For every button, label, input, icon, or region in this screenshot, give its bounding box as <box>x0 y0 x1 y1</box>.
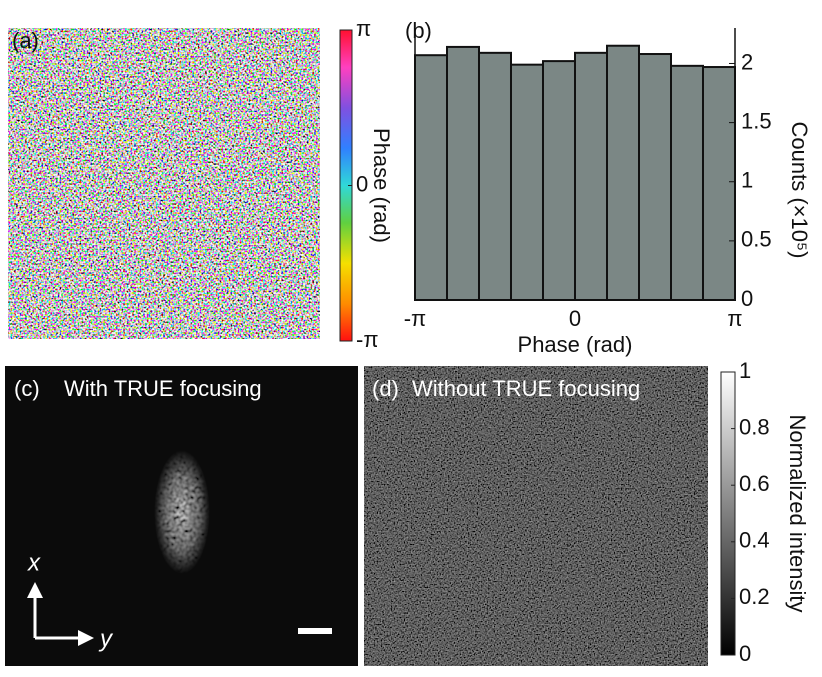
colorbar-tick-label: π <box>356 16 371 41</box>
colorbar-tick-label: 0.4 <box>739 528 770 553</box>
phase-map <box>8 28 320 339</box>
panel-label: (c) <box>14 376 40 401</box>
panel-label: (d) <box>372 376 399 401</box>
axis-label: x <box>27 549 41 576</box>
bar <box>509 63 544 301</box>
bar <box>446 45 480 301</box>
panel-title: With TRUE focusing <box>64 376 262 401</box>
colorbar-tick-label: -π <box>356 327 379 352</box>
panel-title: Without TRUE focusing <box>412 376 640 401</box>
bar <box>670 64 704 301</box>
panel-label: (b) <box>405 18 432 43</box>
axes-arrows <box>27 582 94 646</box>
bar <box>574 51 609 302</box>
colorbar-tick-label: 0.6 <box>739 471 770 496</box>
x-tick-label: -π <box>404 306 427 331</box>
colorbar-tick-label: 0 <box>356 171 368 196</box>
axis-label: y <box>98 625 114 652</box>
x-tick-label: π <box>727 306 742 331</box>
x-axis-label: Phase (rad) <box>518 332 633 357</box>
colorbar-label: Phase (rad) <box>369 128 394 243</box>
colorbar-tick-label: 0 <box>739 641 751 666</box>
x-tick-label: 0 <box>569 306 581 331</box>
colorbar <box>720 371 736 656</box>
unfocused-image <box>364 366 708 666</box>
colorbar-tick-label: 1 <box>739 358 751 383</box>
bar <box>541 60 576 302</box>
y-tick-label: 2 <box>741 49 753 74</box>
focus-spot <box>150 440 214 584</box>
colorbar-label: Normalized intensity <box>785 414 810 612</box>
y-tick-label: 1.5 <box>741 108 772 133</box>
bar <box>638 53 673 301</box>
y-tick-label: 1 <box>741 168 753 193</box>
bar <box>477 51 512 302</box>
panel-label: (a) <box>12 28 39 53</box>
bar <box>606 44 641 301</box>
scale-bar <box>298 628 332 634</box>
y-tick-label: 0.5 <box>741 227 772 252</box>
bar <box>701 66 736 301</box>
colorbar-tick-label: 0.2 <box>739 584 770 609</box>
y-axis-label: Counts (×10⁵) <box>787 122 812 259</box>
y-tick-label: 0 <box>741 286 753 311</box>
colorbar-tick-label: 0.8 <box>739 414 770 439</box>
bar <box>414 54 449 302</box>
